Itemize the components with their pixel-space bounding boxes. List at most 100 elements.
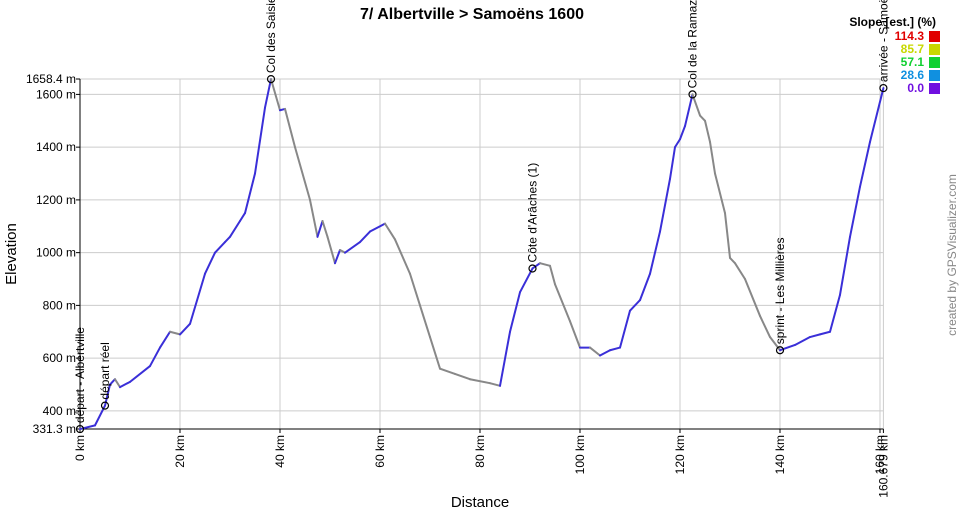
x-tick-label: 160 km	[873, 435, 887, 474]
profile-segment	[554, 283, 572, 323]
profile-segment	[709, 140, 717, 175]
legend-swatch	[929, 44, 940, 55]
legend-swatch	[929, 83, 940, 94]
profile-segment	[254, 106, 267, 175]
profile-segment	[309, 198, 319, 238]
waypoint	[688, 90, 697, 99]
profile-segment	[179, 322, 192, 336]
waypoint-label: sprint - Les Millières	[773, 238, 787, 345]
profile-segment	[609, 346, 622, 352]
profile-segment	[429, 336, 442, 370]
profile-segment	[169, 330, 182, 336]
profile-segment	[109, 378, 117, 386]
profile-segment	[489, 382, 502, 387]
profile-segment	[239, 212, 247, 222]
y-tick-label: 1200 m	[36, 193, 76, 207]
credit: created by GPSVisualizer.com	[945, 174, 959, 336]
profile-segment	[869, 87, 885, 143]
profile-segment	[189, 272, 207, 325]
profile-segment	[321, 219, 329, 238]
x-axis-title: Distance	[451, 494, 509, 510]
profile-segment	[819, 330, 832, 336]
legend-swatch	[929, 70, 940, 81]
y-tick-label: 1600 m	[36, 87, 76, 101]
y-tick-label: 1400 m	[36, 140, 76, 154]
profile-segment	[454, 372, 472, 381]
chart-title: 7/ Albertville > Samoëns 1600	[360, 6, 584, 23]
profile-segment	[264, 78, 273, 109]
x-tick-label: 40 km	[273, 435, 287, 468]
profile-segment	[679, 125, 687, 141]
profile-segment	[649, 230, 662, 275]
profile-segment	[344, 241, 362, 254]
legend-swatch	[929, 31, 940, 42]
profile-segment	[729, 256, 737, 265]
profile-segment	[724, 212, 732, 259]
profile-segment	[419, 304, 432, 339]
profile-segment	[439, 367, 457, 375]
profile-segment	[539, 262, 552, 267]
x-tick-label: 60 km	[373, 435, 387, 468]
profile-segment	[859, 140, 872, 188]
legend-title: Slope [est.] (%)	[849, 15, 936, 29]
y-tick-label: 800 m	[43, 298, 76, 312]
waypoint-label: départ - Albertville	[73, 327, 87, 423]
profile-segment	[214, 241, 227, 254]
profile-segment	[794, 336, 812, 346]
profile-segment	[714, 172, 727, 215]
profile-segment	[469, 378, 492, 385]
profile-segment	[769, 336, 782, 352]
profile-segment	[699, 114, 707, 122]
profile-segment	[531, 262, 542, 270]
profile-segment	[244, 172, 257, 215]
legend-label: 28.6	[901, 68, 925, 82]
legend-label: 114.3	[895, 29, 925, 43]
profile-segment	[589, 346, 602, 357]
x-tick-label: 80 km	[473, 435, 487, 468]
profile-segment	[629, 299, 642, 312]
profile-segment	[829, 293, 842, 333]
legend-swatch	[929, 57, 940, 68]
profile-segment	[409, 272, 422, 307]
y-tick-label: 600 m	[43, 351, 76, 365]
profile-segment	[669, 146, 677, 180]
y-tick-label: 400 m	[43, 404, 76, 418]
waypoint	[879, 83, 888, 93]
waypoint-label: Col des Saisies	[264, 0, 278, 73]
profile-segment	[119, 380, 132, 389]
profile-segment	[519, 267, 534, 294]
profile-segment	[159, 330, 172, 349]
profile-segment	[334, 249, 342, 265]
profile-segment	[326, 235, 337, 265]
profile-segment	[114, 378, 122, 389]
y-tick-label: 331.3 m	[33, 422, 76, 436]
x-tick-label: 160.679 km	[876, 435, 890, 498]
profile-segment	[549, 264, 557, 286]
legend-label: 0.0	[907, 81, 924, 95]
profile-segment	[369, 222, 387, 233]
profile-segment	[659, 177, 672, 233]
waypoint-label: arrivée - Samoëns	[876, 0, 890, 82]
profile-segment	[809, 333, 822, 339]
profile-segment	[384, 222, 397, 241]
waypoint	[266, 75, 276, 84]
profile-segment	[204, 251, 217, 275]
profile-segment	[684, 93, 694, 128]
profile-segment	[284, 107, 297, 149]
profile-segment	[394, 238, 412, 275]
profile-segment	[509, 291, 522, 333]
profile-segment	[704, 119, 712, 143]
profile-segment	[270, 78, 282, 112]
profile-segment	[674, 138, 682, 149]
profile-segment	[129, 365, 152, 383]
y-tick-label: 1000 m	[36, 246, 76, 260]
legend-label: 57.1	[901, 55, 925, 69]
profile-segment	[149, 346, 162, 368]
profile-segment	[229, 219, 242, 238]
x-tick-label: 140 km	[773, 435, 787, 474]
waypoint-label: Côte d'Arâches (1)	[526, 163, 540, 263]
profile-segment	[316, 219, 324, 238]
profile-segment	[294, 146, 312, 201]
waypoint-label: départ réel	[98, 342, 112, 399]
